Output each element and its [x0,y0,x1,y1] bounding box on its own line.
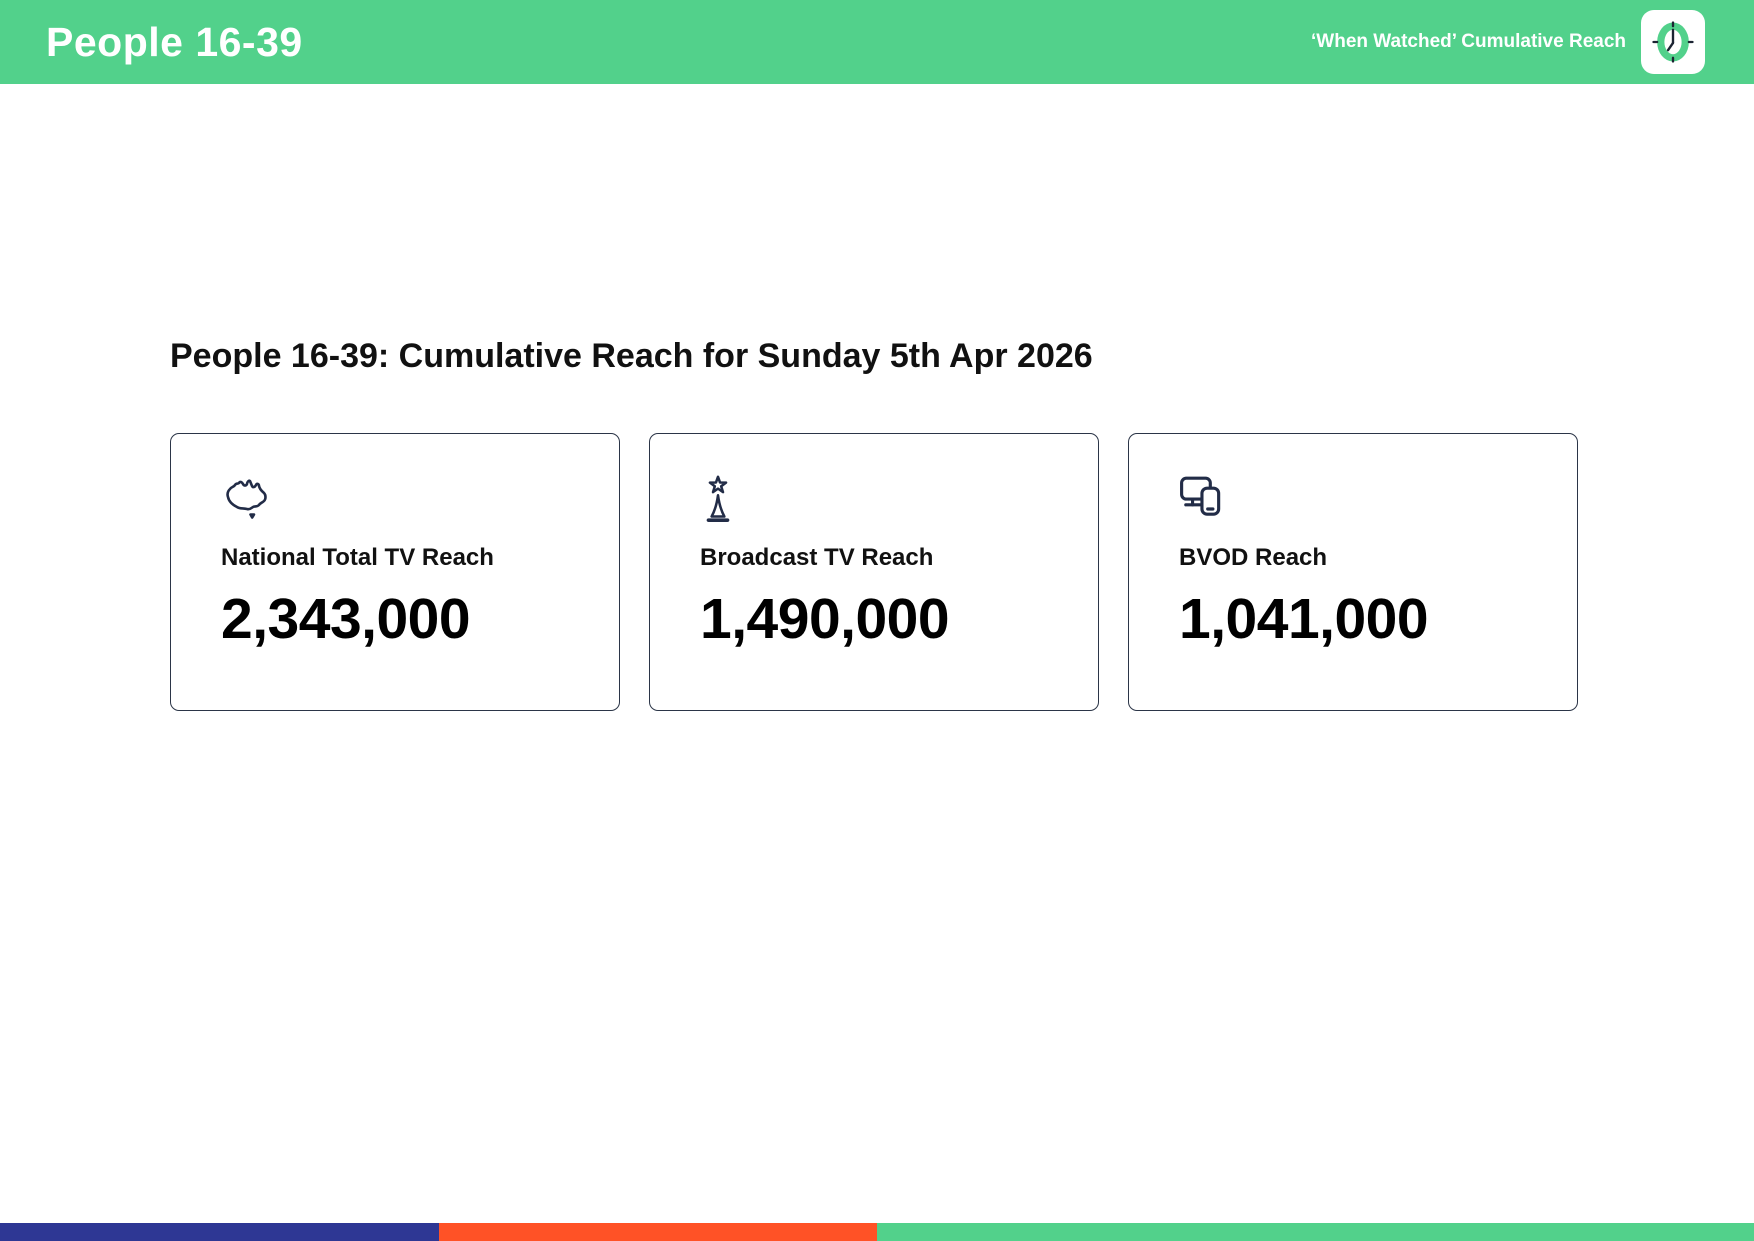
card-value: 1,041,000 [1179,587,1429,651]
bvod-reach-card: BVOD Reach 1,041,000 [1128,433,1578,711]
card-label: National Total TV Reach [221,544,494,571]
australia-map-icon [221,474,573,524]
broadcast-tv-reach-card: Broadcast TV Reach 1,490,000 [649,433,1099,711]
card-value: 1,490,000 [700,587,950,651]
card-label: Broadcast TV Reach [700,544,934,571]
devices-icon [1179,474,1531,524]
footer-color-bar [0,1223,1754,1241]
main-content: People 16-39: Cumulative Reach for Sunda… [0,84,1754,711]
section-heading: People 16-39: Cumulative Reach for Sunda… [170,337,1093,375]
report-subtitle: ‘When Watched’ Cumulative Reach [1311,31,1626,52]
header-bar: People 16-39 ‘When Watched’ Cumulative R… [0,0,1754,84]
footer-segment [0,1223,439,1241]
page-title: People 16-39 [46,18,303,65]
national-total-tv-reach-card: National Total TV Reach 2,343,000 [170,433,620,711]
footer-segment [877,1223,1754,1241]
broadcast-tower-icon [700,474,1052,524]
card-label: BVOD Reach [1179,544,1328,571]
header-right-group: ‘When Watched’ Cumulative Reach [1311,10,1705,74]
footer-segment [438,1223,877,1241]
card-value: 2,343,000 [221,587,471,651]
kpi-cards-row: National Total TV Reach 2,343,000 Broadc… [170,433,1586,711]
clock-icon [1641,10,1705,74]
